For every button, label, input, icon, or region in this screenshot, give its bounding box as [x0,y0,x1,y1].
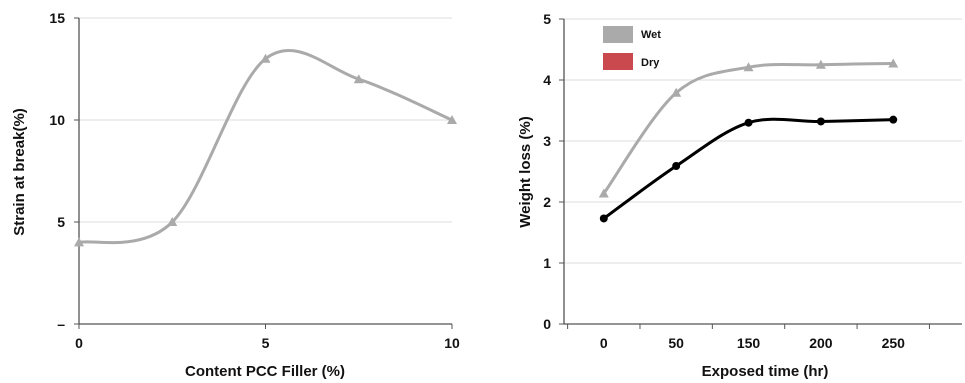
c2-x-tick-labels: 0 50 150 200 250 [600,335,905,351]
c2-legend: Wet Dry [603,26,661,70]
c2-x-tick-label: 250 [882,335,906,351]
c2-x-axis-title: Exposed time (hr) [702,363,829,380]
c1-y-tick-labels: – 5 10 15 [49,10,65,332]
c2-data-point-wet [815,59,826,69]
c2-series-line-wet [602,62,894,195]
c1-x-tick-label: 10 [444,335,460,351]
c1-y-tick-label: 5 [57,214,65,230]
strain-chart: 0 5 10 – 5 10 15 Content PCC Filler (%) Strai… [11,10,460,380]
c2-y-tick-label: 5 [543,11,551,27]
c2-y-tick-label: 0 [543,316,551,332]
weight-loss-chart: 0 50 150 200 250 0 1 2 3 4 5 Wet Dry Exposed time… [517,11,962,380]
c1-data-point [260,53,271,63]
legend-swatch-wet [603,26,633,43]
c1-y-tick-label: 10 [49,112,65,128]
c1-series [74,49,457,247]
c2-data-point-wet [888,58,899,68]
c2-data-point-wet [598,188,609,198]
c1-data-point [353,74,364,84]
c2-series [598,58,899,223]
c1-data-point [167,217,178,226]
legend-swatch-dry [603,53,633,70]
c1-axes [74,17,453,329]
c1-y-tick-label: – [57,316,65,332]
legend-label-wet: Wet [641,29,661,41]
c2-data-point-dry [744,118,753,127]
c2-x-tick-label: 50 [668,335,684,351]
c2-y-tick-label: 3 [543,133,551,149]
c2-data-point-dry [816,117,825,126]
c1-x-tick-labels: 0 5 10 [75,335,460,351]
c1-data-point [74,237,84,247]
c1-y-axis-title: Strain at break(%) [11,108,28,236]
c2-series-line-dry [602,117,894,220]
c1-x-tick-label: 5 [262,335,270,351]
legend-label-dry: Dry [641,57,660,69]
c2-y-tick-label: 1 [543,255,551,271]
c2-data-point-wet [743,62,754,72]
c2-y-axis-title: Weight loss (%) [517,116,534,227]
c2-data-point-dry [889,115,898,124]
c2-y-tick-labels: 0 1 2 3 4 5 [543,11,551,332]
c2-x-tick-label: 150 [737,335,761,351]
c2-data-point-dry [599,214,608,223]
c1-gridlines [79,17,452,223]
c2-axes [559,18,962,329]
c2-x-tick-label: 200 [809,335,833,351]
c2-data-point-wet [671,87,682,97]
c2-data-point-dry [672,162,681,171]
c1-series-line [78,49,453,245]
c2-gridlines [564,18,962,264]
c2-y-tick-label: 2 [543,194,551,210]
c1-x-tick-label: 0 [75,335,83,351]
c2-x-tick-label: 0 [600,335,608,351]
c1-data-point [447,115,457,124]
c1-x-axis-title: Content PCC Filler (%) [185,363,345,380]
c1-y-tick-label: 15 [49,10,65,26]
c2-y-tick-label: 4 [543,72,551,88]
